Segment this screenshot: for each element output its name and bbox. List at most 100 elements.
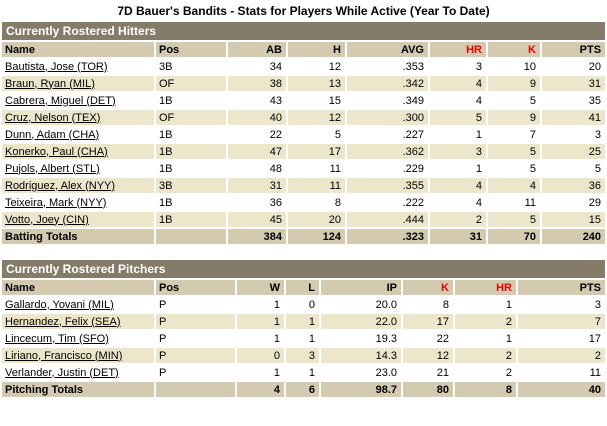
cell-pos: 3B (156, 59, 226, 74)
col-header-ab: AB (228, 42, 286, 57)
cell-h: 8 (288, 195, 345, 210)
col-header-k: K (488, 42, 540, 57)
cell-name: Cruz, Nelson (TEX) (2, 110, 154, 125)
player-link[interactable]: Votto, Joey (CIN) (5, 213, 89, 226)
player-link[interactable]: Braun, Ryan (MIL) (5, 77, 95, 90)
player-link[interactable]: Lincecum, Tim (SFO) (5, 332, 109, 345)
cell-k: 5 (488, 144, 540, 159)
table-row: Teixeira, Mark (NYY) 1B 36 8 .222 4 11 2… (2, 195, 606, 210)
cell-k: 5 (488, 161, 540, 176)
cell-k: 21 (403, 365, 453, 380)
cell-k: 70 (488, 229, 540, 244)
table-row: Cabrera, Miguel (DET) 1B 43 15 .349 4 5 … (2, 93, 606, 108)
cell-ip: 19.3 (321, 331, 401, 346)
cell-h: 11 (288, 161, 345, 176)
cell-pts: 31 (542, 76, 606, 91)
cell-w: 0 (237, 348, 284, 363)
cell-k: 7 (488, 127, 540, 142)
cell-k: 10 (488, 59, 540, 74)
cell-avg: .362 (347, 144, 428, 159)
player-link[interactable]: Konerko, Paul (CHA) (5, 145, 108, 158)
player-link[interactable]: Pujols, Albert (STL) (5, 162, 100, 175)
cell-hr: 31 (430, 229, 486, 244)
cell-hr: 2 (455, 314, 516, 329)
cell-pos: 1B (156, 161, 226, 176)
cell-avg: .342 (347, 76, 428, 91)
totals-label: Batting Totals (2, 229, 154, 244)
col-header-w: W (237, 280, 284, 295)
player-link[interactable]: Hernandez, Felix (SEA) (5, 315, 121, 328)
cell-pts: 240 (542, 229, 606, 244)
cell-hr: 2 (430, 212, 486, 227)
cell-pos: 3B (156, 178, 226, 193)
cell-ip: 23.0 (321, 365, 401, 380)
cell-pts: 20 (542, 59, 606, 74)
cell-pts: 11 (518, 365, 606, 380)
cell-hr: 3 (430, 144, 486, 159)
player-link[interactable]: Liriano, Francisco (MIN) (5, 349, 123, 362)
pitchers-column-header-row: Name Pos W L IP K HR PTS (2, 280, 606, 295)
cell-pos: OF (156, 110, 226, 125)
player-link[interactable]: Cruz, Nelson (TEX) (5, 111, 101, 124)
player-link[interactable]: Dunn, Adam (CHA) (5, 128, 100, 141)
player-link[interactable]: Bautista, Jose (TOR) (5, 60, 108, 73)
cell-pos (156, 382, 235, 397)
page-title: 7D Bauer's Bandits - Stats for Players W… (117, 4, 490, 18)
cell-ab: 22 (228, 127, 286, 142)
player-link[interactable]: Verlander, Justin (DET) (5, 366, 119, 379)
cell-l: 6 (286, 382, 319, 397)
col-header-avg: AVG (347, 42, 428, 57)
col-header-name: Name (2, 280, 154, 295)
cell-pts: 2 (518, 348, 606, 363)
cell-avg: .349 (347, 93, 428, 108)
cell-ab: 48 (228, 161, 286, 176)
cell-pts: 29 (542, 195, 606, 210)
cell-k: 11 (488, 195, 540, 210)
hitters-section-title: Currently Rostered Hitters (2, 22, 606, 40)
cell-h: 17 (288, 144, 345, 159)
cell-pts: 5 (542, 161, 606, 176)
cell-avg: .222 (347, 195, 428, 210)
table-row: Liriano, Francisco (MIN) P 0 3 14.3 12 2… (2, 348, 606, 363)
col-header-h: H (288, 42, 345, 57)
cell-k: 8 (403, 297, 453, 312)
cell-w: 1 (237, 314, 284, 329)
cell-name: Teixeira, Mark (NYY) (2, 195, 154, 210)
cell-h: 12 (288, 59, 345, 74)
player-link[interactable]: Cabrera, Miguel (DET) (5, 94, 116, 107)
player-link[interactable]: Teixeira, Mark (NYY) (5, 196, 107, 209)
cell-ab: 38 (228, 76, 286, 91)
cell-pts: 3 (518, 297, 606, 312)
cell-avg: .300 (347, 110, 428, 125)
cell-ab: 36 (228, 195, 286, 210)
cell-ab: 45 (228, 212, 286, 227)
table-row: Votto, Joey (CIN) 1B 45 20 .444 2 5 15 (2, 212, 606, 227)
cell-pts: 35 (542, 93, 606, 108)
cell-pts: 3 (542, 127, 606, 142)
cell-ab: 40 (228, 110, 286, 125)
pitchers-section-title: Currently Rostered Pitchers (2, 260, 606, 278)
table-row: Gallardo, Yovani (MIL) P 1 0 20.0 8 1 3 (2, 297, 606, 312)
cell-l: 3 (286, 348, 319, 363)
cell-pos: 1B (156, 93, 226, 108)
cell-h: 20 (288, 212, 345, 227)
table-row: Konerko, Paul (CHA) 1B 47 17 .362 3 5 25 (2, 144, 606, 159)
cell-h: 124 (288, 229, 345, 244)
cell-ip: 20.0 (321, 297, 401, 312)
cell-w: 4 (237, 382, 284, 397)
cell-hr: 1 (430, 161, 486, 176)
cell-ip: 98.7 (321, 382, 401, 397)
cell-w: 1 (237, 297, 284, 312)
totals-label: Pitching Totals (2, 382, 154, 397)
cell-ab: 47 (228, 144, 286, 159)
pitchers-table: Currently Rostered Pitchers Name Pos W L… (0, 258, 607, 399)
cell-hr: 4 (430, 178, 486, 193)
player-link[interactable]: Gallardo, Yovani (MIL) (5, 298, 114, 311)
col-header-hr: HR (455, 280, 516, 295)
cell-hr: 1 (455, 331, 516, 346)
cell-k: 22 (403, 331, 453, 346)
player-link[interactable]: Rodriguez, Alex (NYY) (5, 179, 116, 192)
cell-pos: 1B (156, 195, 226, 210)
cell-k: 9 (488, 110, 540, 125)
cell-pts: 36 (542, 178, 606, 193)
